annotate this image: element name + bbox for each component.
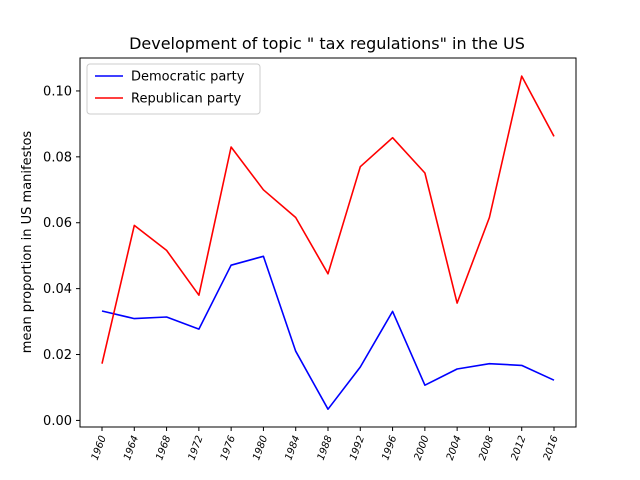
plot-area: 0.00 0.02 0.04 0.06 0.08 0.10 1960 1964 1968 1972…	[43, 75, 561, 462]
x-tick-label: 2016	[542, 434, 561, 462]
x-tick-label: 1996	[380, 434, 399, 462]
y-tick-label: 0.06	[43, 216, 72, 231]
x-tick-label: 2000	[413, 434, 432, 462]
y-tick-label: 0.10	[43, 84, 72, 99]
x-tick-label: 1980	[251, 434, 270, 462]
y-tick-label: 0.00	[43, 414, 72, 429]
x-tick-label: 1968	[154, 434, 173, 462]
x-tick-label: 1984	[283, 434, 302, 462]
x-tick-label: 1988	[316, 434, 335, 462]
x-tick-label: 1976	[219, 434, 238, 462]
x-tick-label: 1960	[90, 434, 109, 462]
y-tick-label: 0.04	[43, 282, 72, 297]
x-tick-label: 1972	[187, 434, 206, 462]
x-tick-label: 1964	[122, 434, 141, 462]
democratic-party-line	[101, 255, 555, 411]
legend-label: Democratic party	[131, 70, 245, 85]
plot-frame	[79, 57, 577, 428]
x-tick-label: 2012	[509, 434, 528, 462]
y-tick-label: 0.08	[43, 150, 72, 165]
legend-box	[86, 63, 261, 115]
legend: Democratic party Republican party	[86, 63, 261, 115]
y-tick-label: 0.02	[43, 348, 72, 363]
x-tick-label: 2008	[477, 434, 496, 462]
legend-label: Republican party	[131, 92, 242, 107]
chart-title: Development of topic " tax regulations" …	[129, 34, 525, 53]
x-tick-label: 2004	[445, 434, 464, 462]
republican-party-line	[101, 75, 555, 364]
y-axis-label: mean proportion in US manifestos	[20, 131, 35, 354]
x-tick-label: 1992	[348, 434, 367, 462]
